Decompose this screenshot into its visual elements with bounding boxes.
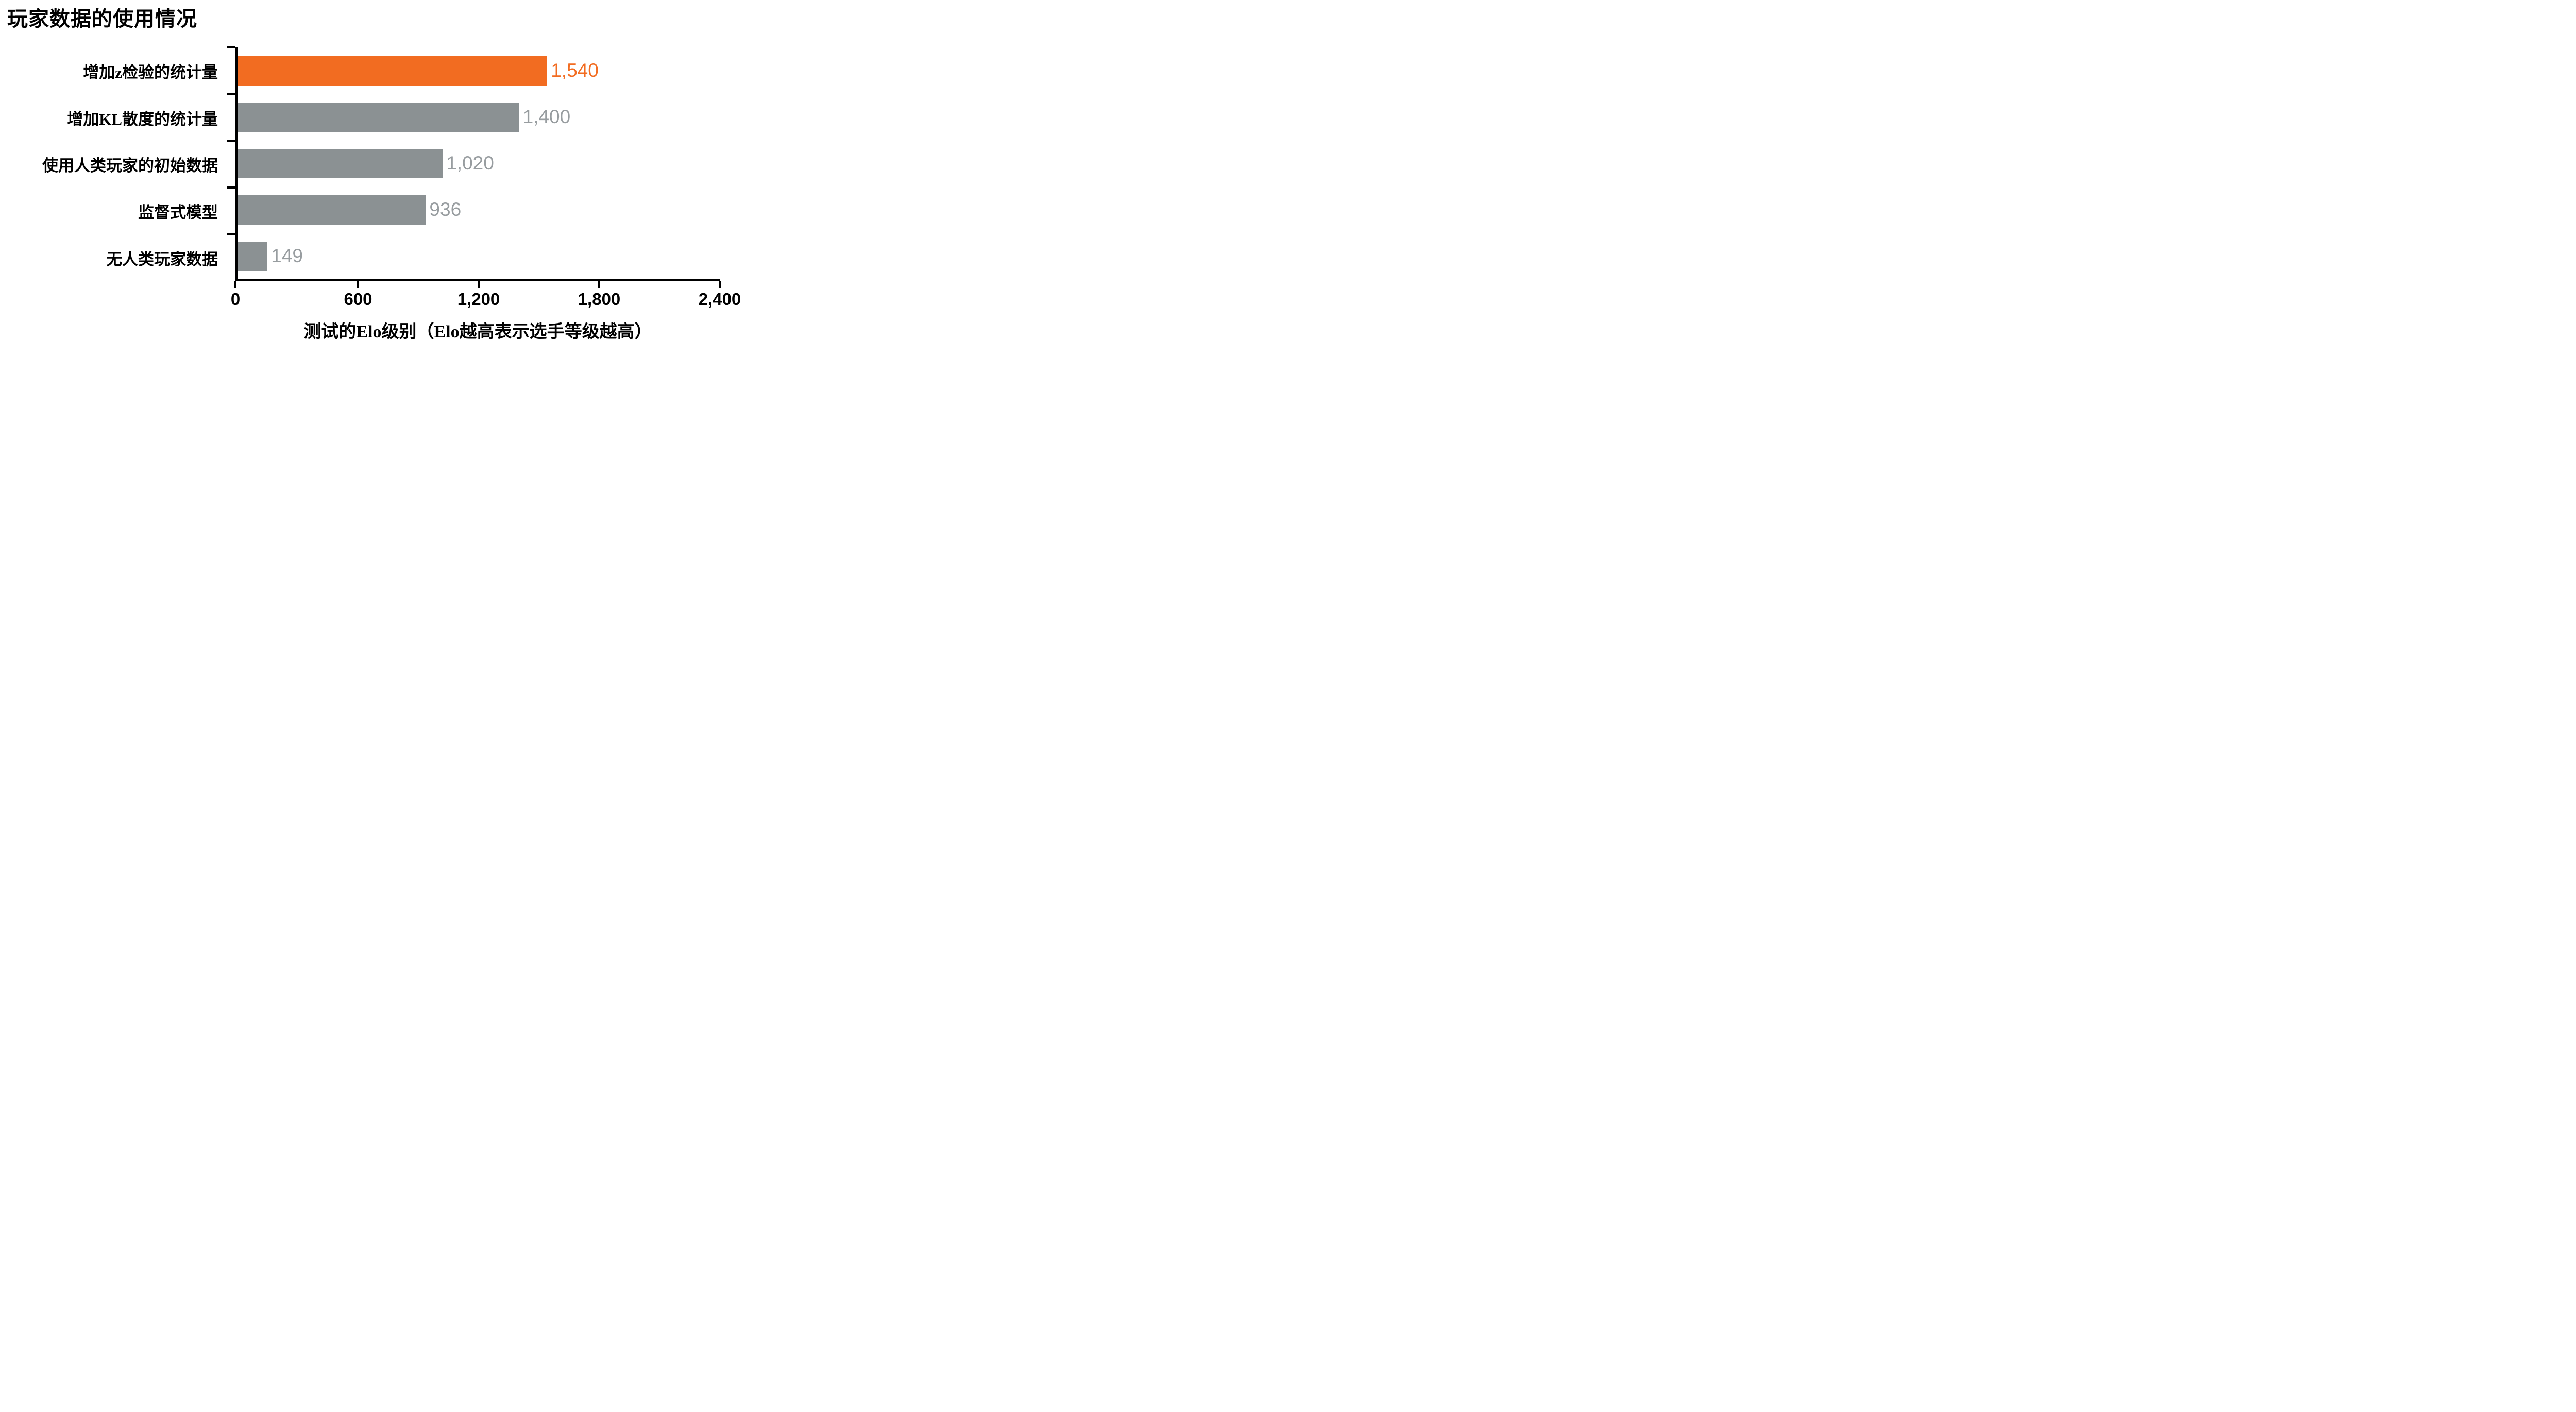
value-label: 149: [271, 245, 303, 266]
bar-row: 1,400: [238, 94, 720, 140]
bar-row: 1,540: [238, 47, 720, 94]
x-tick: [357, 281, 359, 288]
x-tick-label: 2,400: [698, 290, 741, 309]
value-label: 1,020: [446, 152, 494, 174]
y-tick: [227, 233, 235, 236]
x-tick: [234, 281, 236, 288]
bar-row: 1,020: [238, 140, 720, 186]
bar: [238, 102, 519, 132]
bar-row: 149: [238, 233, 720, 279]
bar: [238, 56, 548, 86]
x-tick-label: 1,800: [578, 290, 621, 309]
y-tick: [227, 93, 235, 95]
bar: [238, 148, 443, 178]
category-label: 使用人类玩家的初始数据: [42, 157, 218, 175]
bar: [238, 241, 268, 271]
y-tick: [227, 46, 235, 48]
chart-title: 玩家数据的使用情况: [7, 7, 197, 30]
x-tick: [478, 281, 480, 288]
value-label: 936: [429, 199, 462, 220]
y-tick: [227, 140, 235, 142]
bar: [238, 195, 426, 225]
y-tick: [227, 186, 235, 189]
category-label: 无人类玩家数据: [106, 250, 218, 269]
x-tick-label: 1,200: [457, 290, 500, 309]
value-label: 1,400: [522, 106, 571, 127]
category-labels: 增加z检验的统计量增加KL散度的统计量使用人类玩家的初始数据监督式模型无人类玩家…: [0, 47, 227, 281]
bar-row: 936: [238, 186, 720, 233]
x-tick-label: 0: [230, 290, 241, 309]
x-axis-title: 测试的Elo级别（Elo越高表示选手等级越高）: [303, 322, 652, 342]
value-label: 1,540: [551, 60, 599, 81]
category-label: 增加z检验的统计量: [83, 63, 218, 81]
bar-chart: 玩家数据的使用情况 增加z检验的统计量增加KL散度的统计量使用人类玩家的初始数据…: [0, 0, 746, 353]
plot-area: 1,540 1,400 1,020 936 149: [235, 47, 720, 281]
x-tick: [598, 281, 600, 288]
x-tick: [719, 281, 721, 288]
bar-rows: 1,540 1,400 1,020 936 149: [238, 47, 720, 279]
category-label: 监督式模型: [138, 203, 218, 222]
category-label: 增加KL散度的统计量: [67, 110, 218, 128]
x-tick-label: 600: [344, 290, 372, 309]
